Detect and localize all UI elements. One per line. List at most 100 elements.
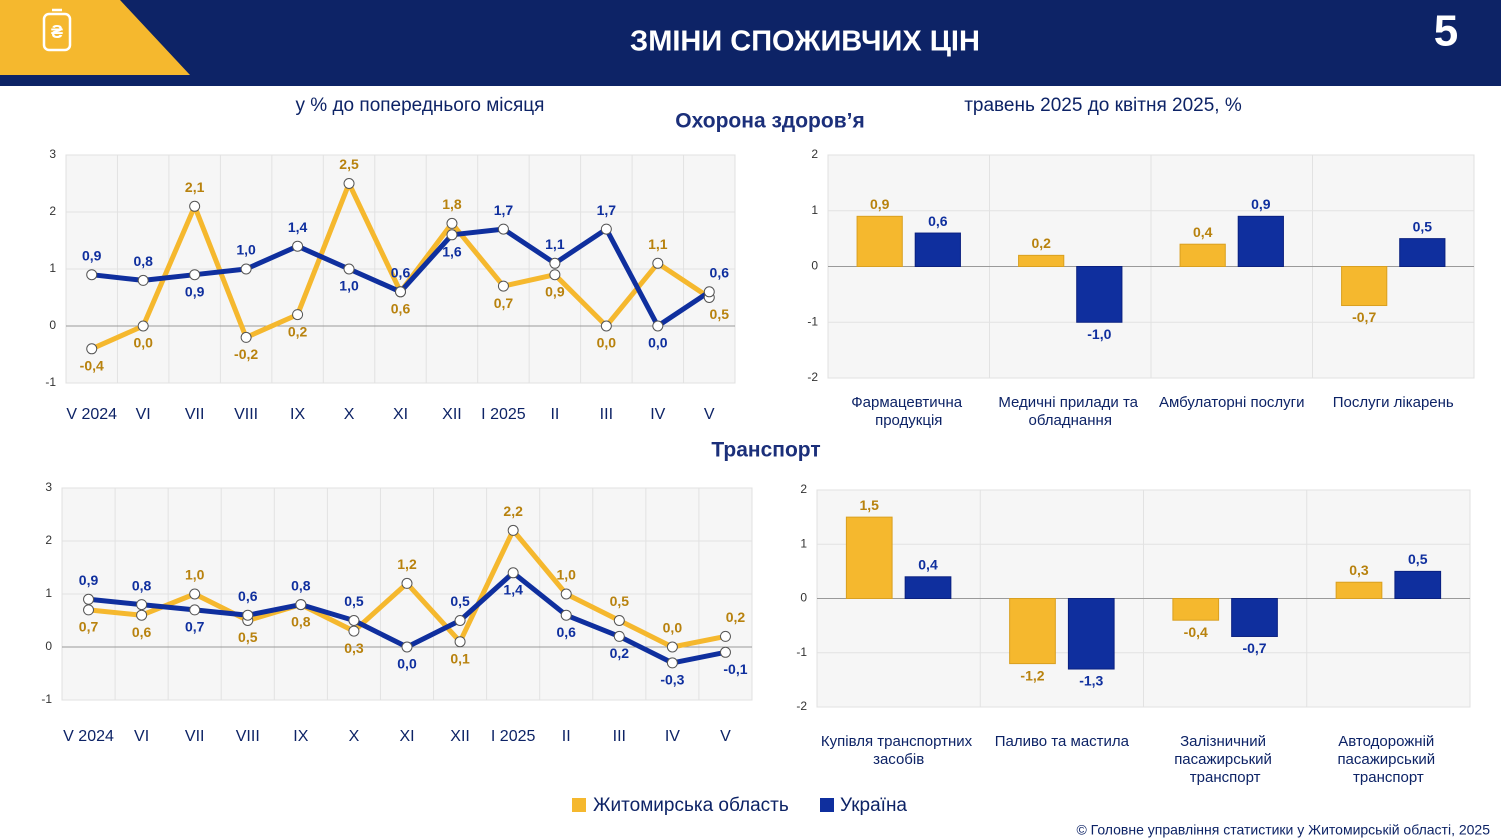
bar xyxy=(1341,266,1388,307)
x-tick-label: Фармацевтична продукція xyxy=(851,394,966,429)
data-label: 0,0 xyxy=(663,620,683,636)
marker xyxy=(189,200,201,212)
subtitle: у % до попереднього місяця xyxy=(296,95,545,116)
marker xyxy=(83,604,95,616)
x-tick-label: VI xyxy=(134,728,149,745)
x-tick-label: V xyxy=(720,728,731,745)
title: ЗМІНИ СПОЖИВЧИХ ЦІН xyxy=(630,26,980,58)
legend-label: Житомирська область xyxy=(593,795,789,816)
data-label: 2,5 xyxy=(339,156,359,172)
marker xyxy=(507,567,519,579)
marker xyxy=(86,343,98,355)
x-tick-label: Купівля транспортних засобів xyxy=(821,733,976,768)
marker xyxy=(292,309,304,321)
marker xyxy=(295,599,307,611)
bar xyxy=(914,232,961,268)
marker xyxy=(497,223,509,235)
data-label: 0,6 xyxy=(132,624,152,640)
data-label: -1,2 xyxy=(1020,667,1044,683)
bar xyxy=(1237,215,1284,267)
data-label: 1,1 xyxy=(648,236,668,252)
y-tick-label: -1 xyxy=(41,692,52,706)
data-label: 1,5 xyxy=(860,497,880,513)
data-label: 0,9 xyxy=(1251,196,1271,212)
x-tick-label: V 2024 xyxy=(66,406,117,423)
data-label: 0,5 xyxy=(610,593,630,609)
header-bar xyxy=(0,0,1501,86)
marker xyxy=(343,263,355,275)
marker xyxy=(497,280,509,292)
bar xyxy=(1076,266,1123,323)
marker xyxy=(652,257,664,269)
marker xyxy=(549,257,561,269)
y-tick-label: 0 xyxy=(45,639,52,653)
data-label: 0,8 xyxy=(291,613,311,629)
x-tick-label: I 2025 xyxy=(491,728,536,745)
bar xyxy=(1018,254,1065,268)
marker xyxy=(189,269,201,281)
y-tick-label: 2 xyxy=(811,147,818,161)
x-tick-label: IX xyxy=(293,728,308,745)
data-label: 0,2 xyxy=(726,609,746,625)
y-tick-label: 2 xyxy=(49,204,56,218)
x-tick-label: III xyxy=(613,728,626,745)
bar xyxy=(1172,598,1220,621)
marker xyxy=(242,609,254,621)
data-label: 0,5 xyxy=(1413,218,1433,234)
data-label: -0,7 xyxy=(1352,309,1376,325)
x-tick-label: XI xyxy=(399,728,414,745)
data-label: 0,6 xyxy=(928,213,948,229)
x-tick-label: Медичні прилади та обладнання xyxy=(998,394,1142,429)
x-tick-label: VIII xyxy=(234,406,258,423)
x-tick-label: XII xyxy=(442,406,462,423)
data-label: 0,5 xyxy=(238,629,258,645)
data-label: 0,2 xyxy=(610,645,630,661)
marker xyxy=(560,609,572,621)
marker xyxy=(348,615,360,626)
x-tick-label: Амбулаторні послуги xyxy=(1159,394,1305,411)
y-tick-label: -1 xyxy=(796,645,807,659)
marker xyxy=(560,588,572,600)
marker xyxy=(240,263,252,275)
svg-text:₴: ₴ xyxy=(51,22,63,42)
y-tick-label: 3 xyxy=(49,147,56,161)
marker xyxy=(395,286,406,298)
data-label: 1,4 xyxy=(503,582,523,598)
data-label: 1,8 xyxy=(442,196,462,212)
legend-label: Україна xyxy=(840,795,907,816)
x-tick-label: V xyxy=(704,406,715,423)
data-label: 0,9 xyxy=(82,247,102,263)
section-title: Охорона здоров’я xyxy=(675,110,864,133)
y-tick-label: -1 xyxy=(807,314,818,328)
footer: © Головне управління статистики у Житоми… xyxy=(1076,822,1490,838)
marker xyxy=(719,646,731,658)
x-tick-label: IX xyxy=(290,406,305,423)
x-tick-label: IV xyxy=(650,406,665,423)
marker xyxy=(600,320,612,332)
bar xyxy=(904,576,952,599)
marker xyxy=(136,599,148,611)
data-label: 0,9 xyxy=(545,283,565,299)
data-label: 0,1 xyxy=(450,650,470,666)
data-label: 0,6 xyxy=(391,265,411,281)
data-label: 1,7 xyxy=(597,202,617,218)
marker xyxy=(703,286,715,298)
data-label: 0,2 xyxy=(288,323,308,339)
marker xyxy=(666,657,678,669)
data-label: 0,9 xyxy=(79,572,99,588)
x-tick-label: Залізничний пасажирський транспорт xyxy=(1174,733,1276,786)
y-tick-label: 2 xyxy=(45,533,52,547)
x-tick-label: VIII xyxy=(236,728,260,745)
bar xyxy=(845,516,893,599)
data-label: 0,6 xyxy=(710,265,730,281)
x-tick-label: XII xyxy=(450,728,470,745)
x-tick-label: II xyxy=(550,406,559,423)
x-tick-label: Послуги лікарень xyxy=(1333,394,1454,411)
y-tick-label: 1 xyxy=(49,261,56,275)
bar xyxy=(1179,243,1226,267)
y-tick-label: 0 xyxy=(49,318,56,332)
marker xyxy=(401,577,413,589)
marker xyxy=(549,269,561,281)
data-label: 0,2 xyxy=(1031,235,1051,251)
